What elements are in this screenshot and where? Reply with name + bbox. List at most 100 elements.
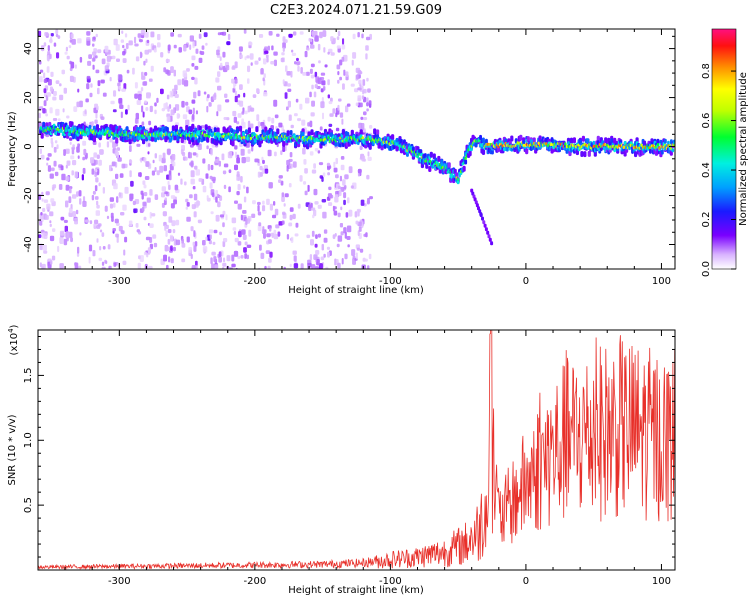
spectrogram-noise-cell bbox=[105, 260, 108, 265]
spectrogram-ridge-cell bbox=[166, 126, 169, 132]
spectrogram-noise-cell bbox=[63, 149, 66, 156]
spectrogram-noise-cell bbox=[237, 203, 242, 210]
spectrogram-noise-cell bbox=[183, 44, 187, 52]
spectrogram-ridge-cell bbox=[301, 131, 305, 137]
spectrogram-noise-cell bbox=[101, 232, 105, 237]
spectrogram-noise-cell bbox=[357, 230, 360, 237]
spectrogram-branch-cell bbox=[475, 203, 479, 208]
spectrogram-noise-cell bbox=[336, 45, 341, 49]
spectrogram-noise-cell bbox=[237, 184, 241, 191]
spectrogram-noise-cell bbox=[49, 173, 54, 179]
spectrogram-noise-cell bbox=[156, 97, 159, 103]
spectrogram-noise-cell bbox=[86, 37, 91, 41]
spectrogram-noise-cell bbox=[332, 234, 336, 240]
spectrogram-noise-cell bbox=[232, 110, 237, 117]
spectrogram-noise-cell bbox=[194, 65, 199, 70]
spectrogram-noise-cell bbox=[236, 191, 240, 196]
spectrogram-ridge-cell bbox=[532, 137, 536, 144]
snr-y-tick-label: 1.0 bbox=[23, 432, 34, 448]
spectrogram-noise-cell bbox=[162, 211, 167, 217]
spectrogram-noise-cell bbox=[72, 194, 77, 199]
snr-y-tick-label: 1.5 bbox=[23, 367, 34, 383]
spectrogram-ridge-cell bbox=[628, 145, 631, 151]
spectrogram-noise-cell bbox=[91, 121, 94, 126]
spectrogram-noise-cell bbox=[114, 218, 119, 224]
spectrogram-noise-cell bbox=[217, 85, 222, 91]
spectrogram-noise-cell bbox=[241, 118, 244, 125]
spectrogram-noise-cell bbox=[263, 73, 266, 79]
spectrogram-noise-cell bbox=[72, 160, 77, 166]
spectrogram-noise-cell bbox=[263, 58, 267, 65]
spectrogram-noise-cell bbox=[211, 263, 215, 269]
spectrogram-noise-cell bbox=[288, 158, 293, 162]
spectrogram-noise-cell bbox=[337, 71, 340, 76]
spectrogram-noise-cell bbox=[257, 121, 261, 128]
spectrogram-noise-cell bbox=[122, 51, 126, 56]
spectrogram-noise-cell bbox=[300, 67, 303, 74]
spectrogram-noise-cells bbox=[38, 29, 373, 269]
spectrogram-noise-cell bbox=[268, 182, 273, 189]
spectrogram-noise-cell bbox=[309, 91, 312, 98]
spectrogram-noise-cell bbox=[203, 91, 207, 95]
spectrogram-noise-cell bbox=[220, 32, 224, 36]
spectrogram-ridge-cell bbox=[572, 137, 576, 144]
spectrogram-noise-cell bbox=[173, 199, 177, 205]
spectrogram-noise-cell bbox=[63, 87, 67, 94]
spectrogram-noise-cell bbox=[111, 55, 116, 60]
spectrogram-noise-cell bbox=[132, 67, 135, 75]
spectrogram-noise-cell bbox=[167, 106, 170, 112]
spectrogram-noise-cell bbox=[42, 244, 47, 251]
spectrogram-noise-cell bbox=[163, 67, 167, 73]
spectrogram-noise-cell bbox=[305, 71, 310, 76]
spectrogram-ridge-cell bbox=[194, 136, 198, 141]
spectrogram-noise-cell bbox=[352, 255, 356, 260]
spectrogram-noise-cell bbox=[151, 170, 155, 176]
spectrogram-noise-cell bbox=[222, 266, 225, 269]
spectrogram-noise-cell bbox=[95, 177, 99, 183]
spectrogram-noise-cell bbox=[185, 206, 188, 210]
spectrogram-noise-cell bbox=[143, 184, 147, 189]
spectrogram-noise-cell bbox=[208, 102, 212, 107]
spectrogram-noise-cell bbox=[60, 165, 64, 171]
spectrogram-noise-cell bbox=[233, 231, 236, 235]
spectrogram-noise-cell bbox=[360, 123, 365, 130]
spectrogram-ridge-cell bbox=[247, 127, 251, 134]
spectrogram-noise-cell bbox=[91, 194, 95, 201]
spectrogram-x-tick-label: -100 bbox=[379, 276, 402, 287]
spectrogram-noise-cell bbox=[72, 211, 76, 217]
spectrogram-noise-cell bbox=[44, 214, 49, 220]
spectrogram-noise-cell bbox=[333, 167, 338, 173]
spectrogram-noise-cell bbox=[99, 246, 102, 251]
spectrogram-noise-cell bbox=[180, 178, 183, 185]
spectrogram-noise-cell bbox=[286, 165, 289, 172]
spectrogram-noise-cell bbox=[81, 174, 84, 181]
spectrogram-noise-cell bbox=[198, 57, 203, 63]
spectrogram-noise-cell bbox=[267, 265, 271, 269]
spectrogram-noise-cell bbox=[223, 117, 228, 120]
spectrogram-noise-cell bbox=[215, 214, 220, 222]
spectrogram-noise-cell bbox=[39, 76, 43, 83]
spectrogram-noise-cell bbox=[219, 214, 225, 218]
spectrogram-noise-cell bbox=[168, 184, 171, 191]
spectrogram-noise-cell bbox=[256, 88, 260, 94]
spectrogram-noise-cell bbox=[281, 220, 285, 225]
spectrogram-noise-cell bbox=[239, 100, 244, 107]
spectrogram-noise-cell bbox=[311, 84, 314, 90]
spectrogram-noise-cell bbox=[195, 260, 198, 267]
spectrogram-noise-cell bbox=[292, 31, 297, 36]
spectrogram-noise-cell bbox=[136, 143, 141, 147]
spectrogram-noise-cell bbox=[161, 108, 165, 112]
spectrogram-noise-cell bbox=[257, 201, 261, 206]
spectrogram-noise-cell bbox=[154, 167, 157, 172]
spectrogram-noise-cell bbox=[236, 154, 240, 158]
spectrogram-noise-cell bbox=[72, 144, 75, 148]
spectrogram-noise-cell bbox=[292, 250, 297, 255]
spectrogram-noise-cell bbox=[335, 157, 338, 165]
spectrogram-noise-cell bbox=[341, 258, 344, 265]
spectrogram-noise-cell bbox=[309, 254, 312, 261]
spectrogram-noise-cell bbox=[148, 265, 153, 269]
spectrogram-noise-cell bbox=[346, 103, 351, 107]
spectrogram-noise-cell bbox=[57, 35, 61, 39]
spectrogram-noise-cell bbox=[362, 117, 368, 121]
